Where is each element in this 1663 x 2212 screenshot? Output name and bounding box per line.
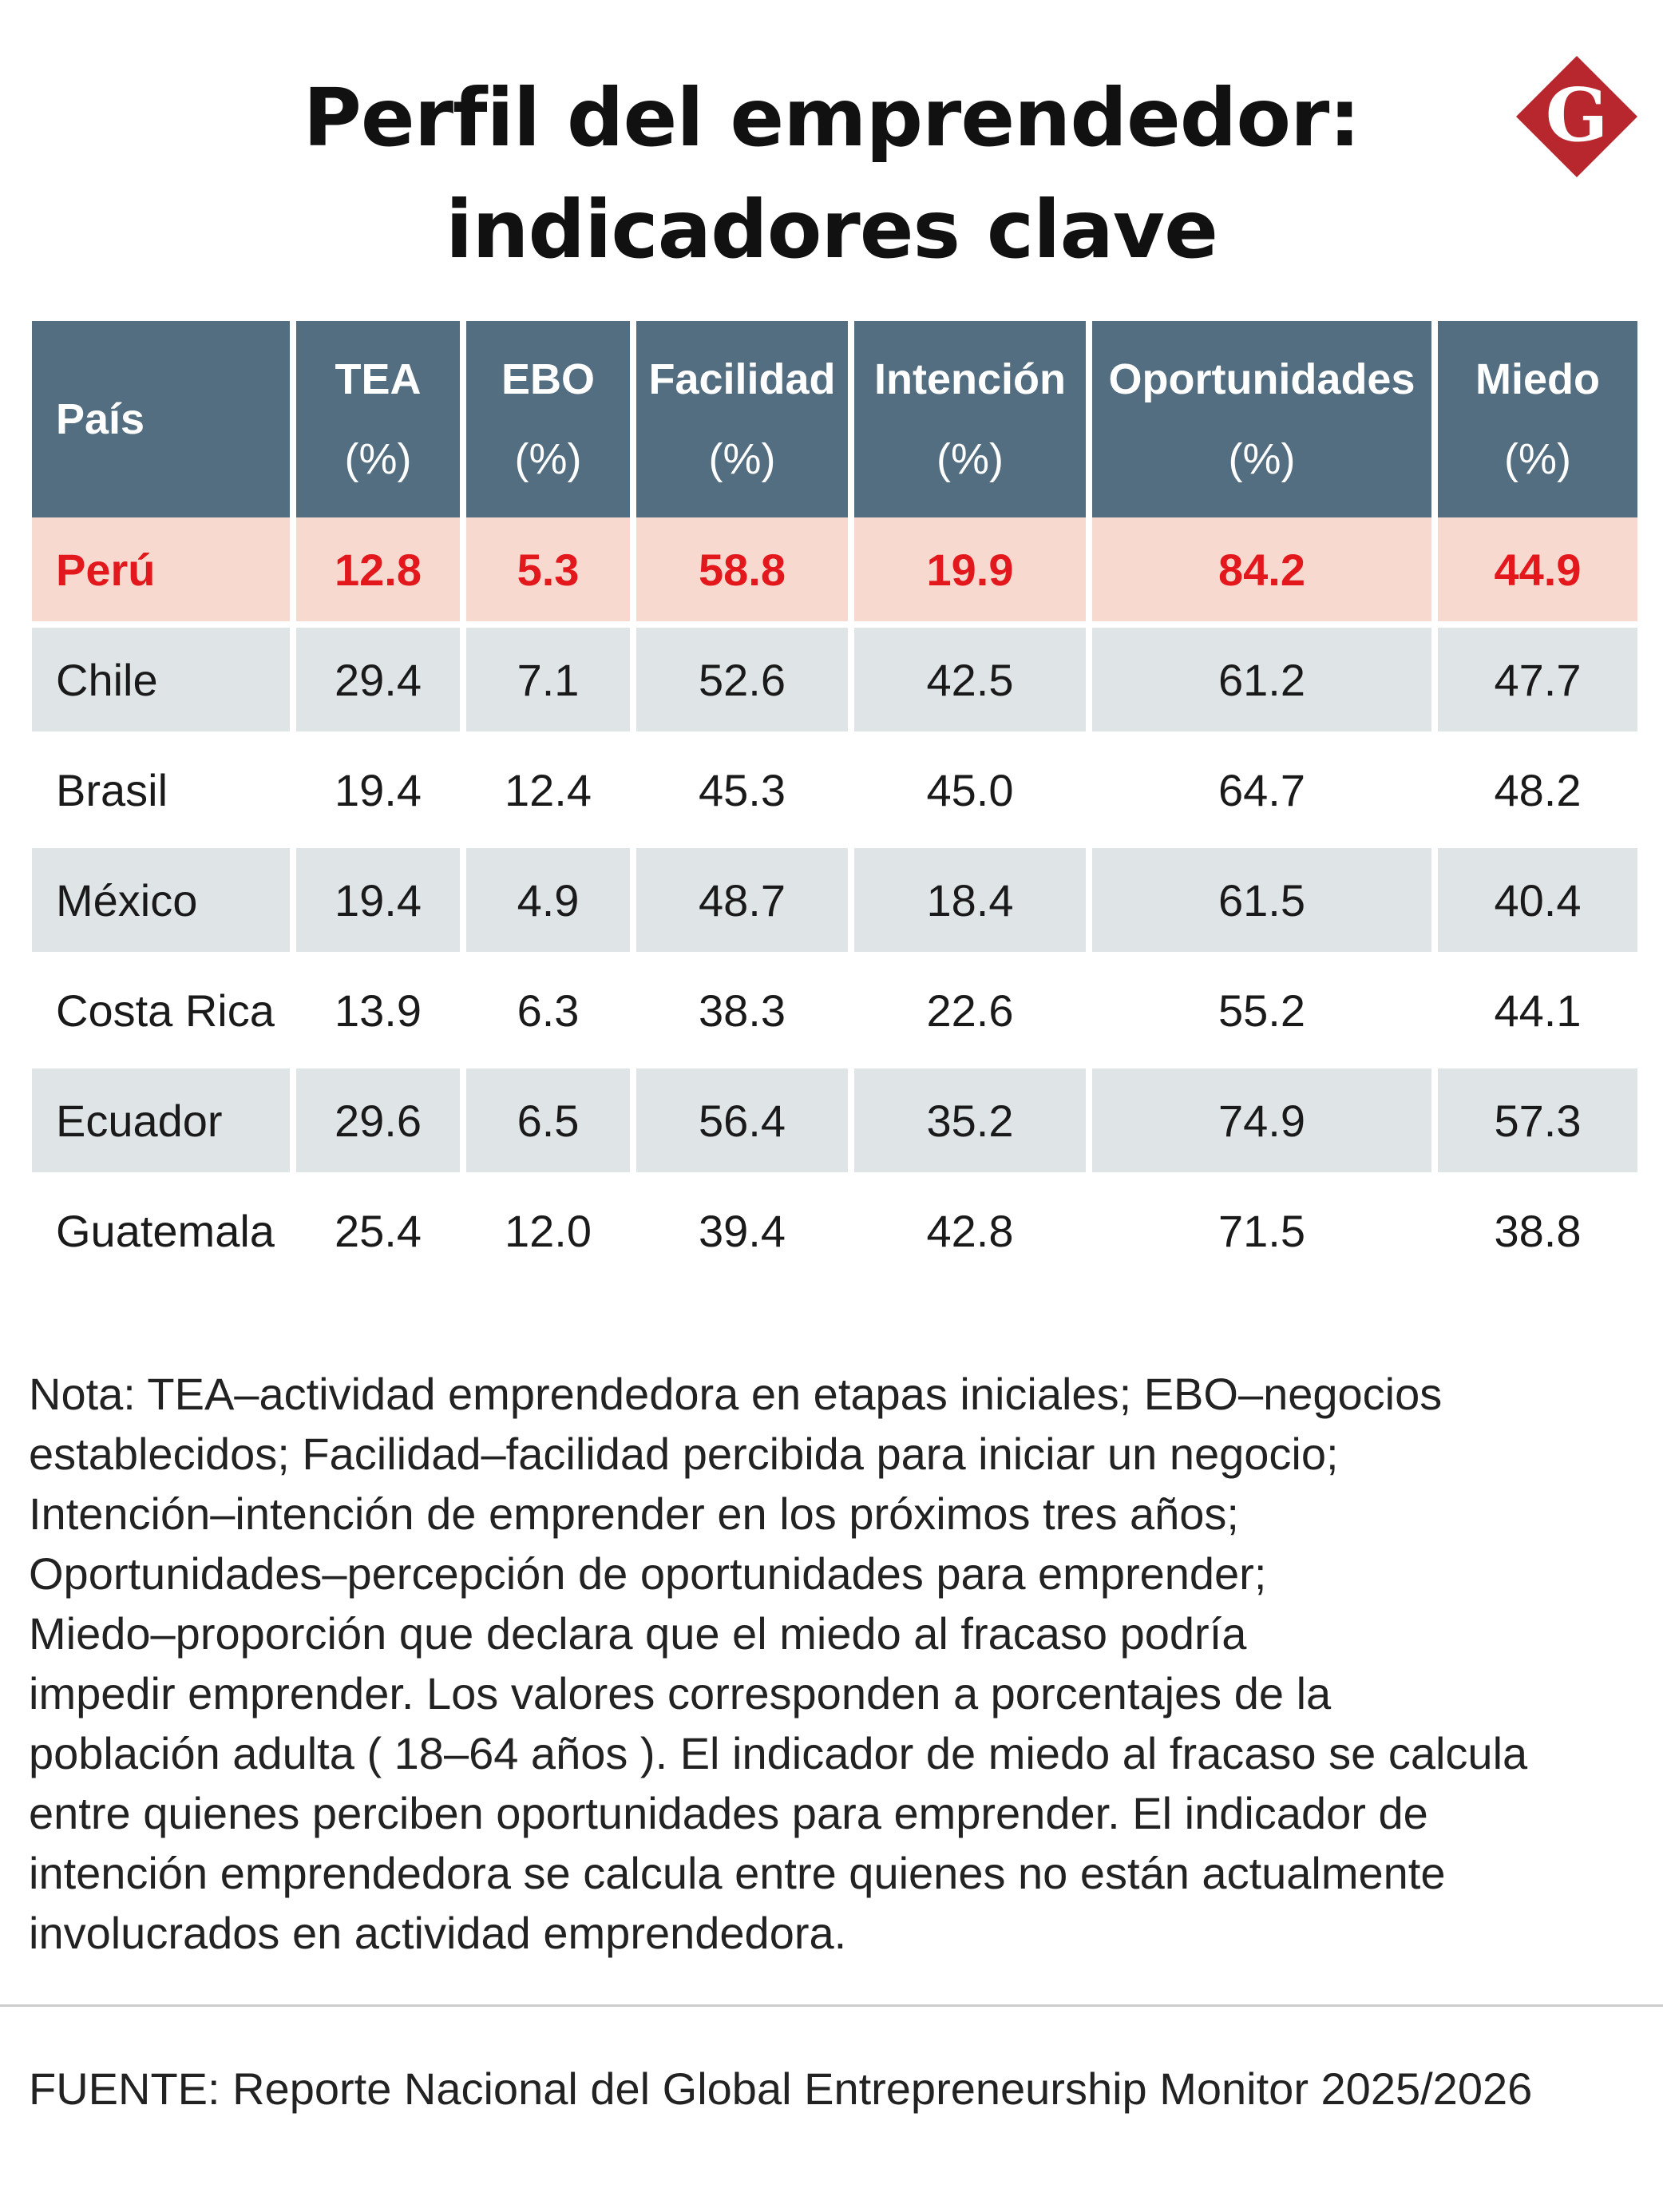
value-cell: 13.9: [296, 958, 460, 1068]
column-header-tea: TEA (%): [296, 321, 460, 517]
table-row: Ecuador 29.6 6.5 56.4 35.2 74.9 57.3: [32, 1068, 1637, 1179]
indicators-table: País TEA (%) EBO (%) Facilidad (%) Intención (%)…: [26, 321, 1644, 1289]
value-cell: 56.4: [636, 1068, 848, 1179]
table-row: México 19.4 4.9 48.7 18.4 61.5 40.4: [32, 848, 1637, 958]
note-line: impedir emprender. Los valores correspon…: [29, 1668, 1332, 1718]
table-body: Perú 12.8 5.3 58.8 19.9 84.2 44.9 Chile 29.4 7.1 5…: [32, 517, 1637, 1289]
note-line: población adulta ( 18–64 años ). El indi…: [29, 1728, 1528, 1778]
country-cell: Costa Rica: [32, 958, 290, 1068]
column-header-pais: País: [32, 321, 290, 517]
column-header-unit: (%): [514, 435, 582, 483]
column-header-unit: (%): [708, 435, 776, 483]
page-title: Perfil del emprendedor: indicadores clav…: [0, 62, 1663, 286]
indicators-table-container: País TEA (%) EBO (%) Facilidad (%) Intención (%)…: [32, 321, 1637, 1289]
title-line-1: Perfil del emprendedor:: [303, 71, 1361, 165]
value-cell: 42.8: [854, 1179, 1086, 1289]
value-cell: 12.8: [296, 517, 460, 628]
table-row: Brasil 19.4 12.4 45.3 45.0 64.7 48.2: [32, 738, 1637, 848]
column-header-label: País: [56, 395, 145, 443]
value-cell: 19.4: [296, 738, 460, 848]
column-header-unit: (%): [1228, 435, 1296, 483]
value-cell: 84.2: [1092, 517, 1431, 628]
value-cell: 29.6: [296, 1068, 460, 1179]
country-cell: Perú: [32, 517, 290, 628]
value-cell: 48.2: [1438, 738, 1637, 848]
table-row: Guatemala 25.4 12.0 39.4 42.8 71.5 38.8: [32, 1179, 1637, 1289]
column-header-label: Intención: [874, 355, 1066, 403]
value-cell: 22.6: [854, 958, 1086, 1068]
value-cell: 52.6: [636, 628, 848, 738]
country-cell: Ecuador: [32, 1068, 290, 1179]
column-header-unit: (%): [344, 435, 412, 483]
value-cell: 38.8: [1438, 1179, 1637, 1289]
value-cell: 7.1: [466, 628, 630, 738]
value-cell: 42.5: [854, 628, 1086, 738]
column-header-label: EBO: [501, 355, 596, 403]
column-header-label: Oportunidades: [1108, 355, 1416, 403]
value-cell: 47.7: [1438, 628, 1637, 738]
value-cell: 57.3: [1438, 1068, 1637, 1179]
value-cell: 4.9: [466, 848, 630, 958]
title-line-2: indicadores clave: [445, 183, 1218, 276]
note-line: Miedo–proporción que declara que el mied…: [29, 1608, 1247, 1659]
value-cell: 45.0: [854, 738, 1086, 848]
value-cell: 12.0: [466, 1179, 630, 1289]
column-header-unit: (%): [1504, 435, 1571, 483]
country-cell: Chile: [32, 628, 290, 738]
country-cell: Brasil: [32, 738, 290, 848]
logo-diamond: [1516, 56, 1637, 177]
column-header-ebo: EBO (%): [466, 321, 630, 517]
value-cell: 58.8: [636, 517, 848, 628]
logo-letter: G: [1546, 72, 1609, 158]
g-diamond-logo-icon: G: [1516, 56, 1637, 177]
column-header-label: Facilidad: [648, 355, 836, 403]
value-cell: 38.3: [636, 958, 848, 1068]
value-cell: 74.9: [1092, 1068, 1431, 1179]
value-cell: 71.5: [1092, 1179, 1431, 1289]
note-line: Nota: TEA–actividad emprendedora en etap…: [29, 1369, 1443, 1419]
value-cell: 12.4: [466, 738, 630, 848]
value-cell: 40.4: [1438, 848, 1637, 958]
value-cell: 45.3: [636, 738, 848, 848]
value-cell: 48.7: [636, 848, 848, 958]
value-cell: 44.9: [1438, 517, 1637, 628]
column-header-label: TEA: [335, 355, 422, 403]
column-header-miedo: Miedo (%): [1438, 321, 1637, 517]
column-header-unit: (%): [936, 435, 1004, 483]
value-cell: 19.9: [854, 517, 1086, 628]
value-cell: 44.1: [1438, 958, 1637, 1068]
value-cell: 39.4: [636, 1179, 848, 1289]
value-cell: 64.7: [1092, 738, 1431, 848]
value-cell: 29.4: [296, 628, 460, 738]
value-cell: 6.5: [466, 1068, 630, 1179]
table-row-highlight: Perú 12.8 5.3 58.8 19.9 84.2 44.9: [32, 517, 1637, 628]
table-header-row: País TEA (%) EBO (%) Facilidad (%) Intención (%)…: [32, 321, 1637, 517]
note-line: Intención–intención de emprender en los …: [29, 1489, 1239, 1539]
value-cell: 61.5: [1092, 848, 1431, 958]
value-cell: 35.2: [854, 1068, 1086, 1179]
source-text: FUENTE: Reporte Nacional del Global Entr…: [29, 2063, 1533, 2114]
value-cell: 19.4: [296, 848, 460, 958]
note-line: Oportunidades–percepción de oportunidade…: [29, 1548, 1267, 1599]
table-row: Chile 29.4 7.1 52.6 42.5 61.2 47.7: [32, 628, 1637, 738]
note-line: establecidos; Facilidad–facilidad percib…: [29, 1429, 1339, 1479]
value-cell: 61.2: [1092, 628, 1431, 738]
value-cell: 25.4: [296, 1179, 460, 1289]
note-line: intención emprendedora se calcula entre …: [29, 1848, 1446, 1898]
column-header-label: Miedo: [1475, 355, 1600, 403]
column-header-facilidad: Facilidad (%): [636, 321, 848, 517]
value-cell: 5.3: [466, 517, 630, 628]
divider: [0, 2004, 1663, 2007]
value-cell: 6.3: [466, 958, 630, 1068]
country-cell: Guatemala: [32, 1179, 290, 1289]
column-header-intención: Intención (%): [854, 321, 1086, 517]
note-line: involucrados en actividad emprendedora.: [29, 1908, 847, 1958]
table-row: Costa Rica 13.9 6.3 38.3 22.6 55.2 44.1: [32, 958, 1637, 1068]
note-line: entre quienes perciben oportunidades par…: [29, 1788, 1428, 1838]
value-cell: 55.2: [1092, 958, 1431, 1068]
value-cell: 18.4: [854, 848, 1086, 958]
note-text: Nota: TEA–actividad emprendedora en etap…: [29, 1364, 1641, 1963]
column-header-oportunidades: Oportunidades (%): [1092, 321, 1431, 517]
country-cell: México: [32, 848, 290, 958]
